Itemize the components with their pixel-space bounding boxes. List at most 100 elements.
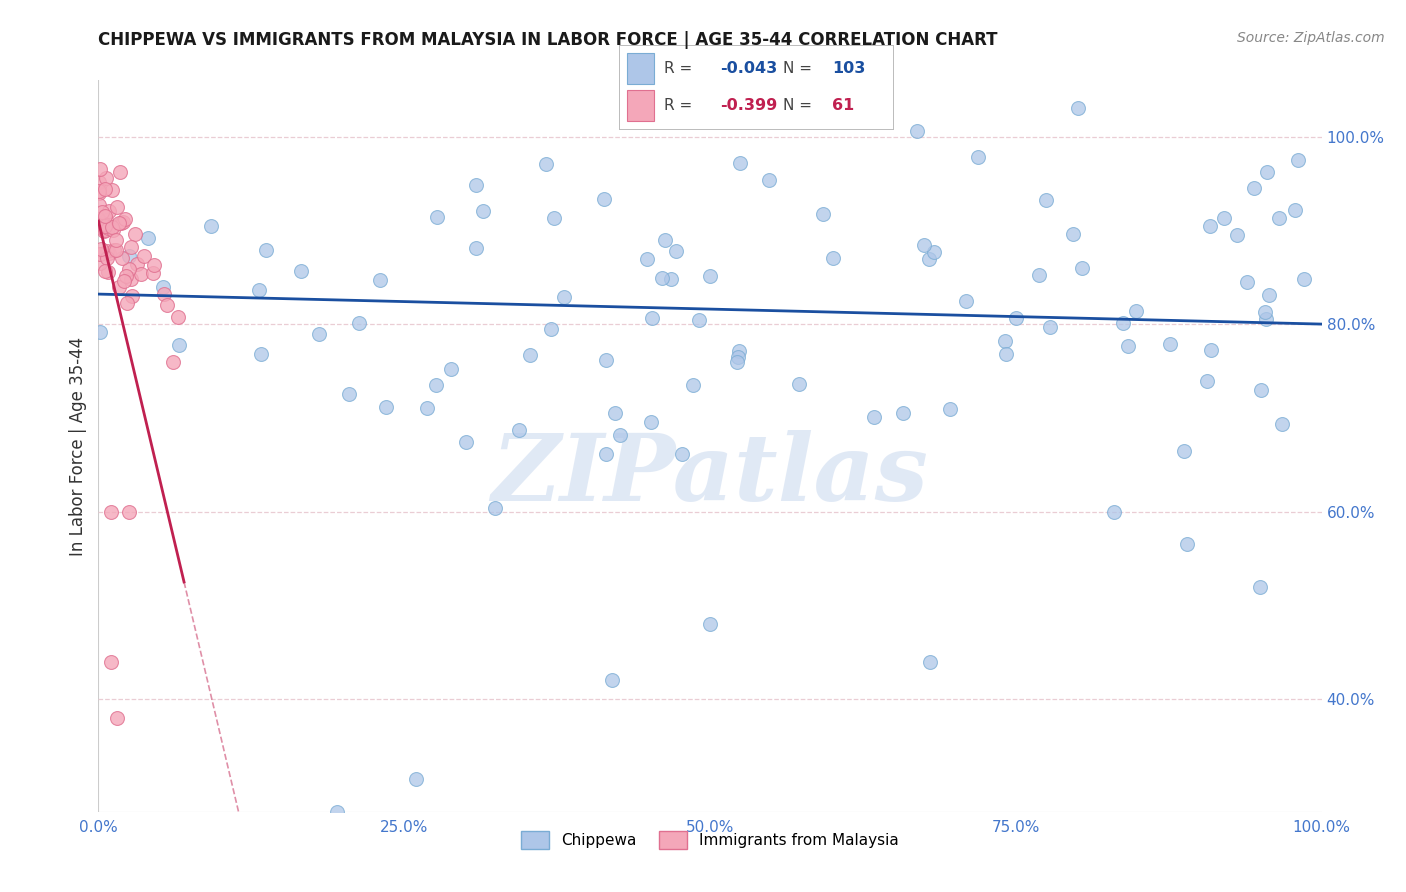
Point bbox=[96, 252, 118, 266]
Point bbox=[152, 279, 174, 293]
Point bbox=[813, 207, 835, 221]
Point bbox=[115, 296, 138, 310]
Text: 61: 61 bbox=[832, 98, 855, 113]
Point bbox=[1284, 202, 1306, 217]
Text: ZIPatlas: ZIPatlas bbox=[492, 430, 928, 520]
Point bbox=[100, 655, 122, 669]
Point bbox=[290, 264, 312, 278]
Point bbox=[89, 247, 111, 261]
Point bbox=[108, 280, 131, 294]
Point bbox=[484, 501, 506, 516]
Point bbox=[97, 221, 120, 235]
Point bbox=[111, 251, 134, 265]
Point bbox=[167, 337, 190, 351]
Point bbox=[101, 223, 124, 237]
Text: 103: 103 bbox=[832, 61, 866, 76]
Point bbox=[1286, 153, 1309, 167]
Point bbox=[1035, 194, 1057, 208]
Point bbox=[200, 219, 222, 233]
Point bbox=[368, 273, 391, 287]
Point bbox=[100, 505, 122, 519]
Point bbox=[727, 350, 749, 364]
Point bbox=[94, 171, 117, 186]
Point bbox=[100, 183, 122, 197]
Point bbox=[94, 181, 117, 195]
Point bbox=[1005, 310, 1028, 325]
Point bbox=[595, 447, 617, 461]
Point bbox=[103, 244, 125, 258]
Point bbox=[156, 298, 179, 312]
Point bbox=[725, 355, 748, 369]
Point bbox=[600, 673, 623, 688]
Point bbox=[609, 428, 631, 442]
Point bbox=[115, 269, 138, 284]
Text: Source: ZipAtlas.com: Source: ZipAtlas.com bbox=[1237, 31, 1385, 45]
FancyBboxPatch shape bbox=[627, 54, 654, 84]
Point bbox=[166, 310, 188, 324]
Point bbox=[727, 344, 749, 359]
Point bbox=[136, 231, 159, 245]
Point bbox=[1226, 228, 1249, 243]
Point bbox=[454, 435, 477, 450]
Point bbox=[912, 237, 935, 252]
Text: R =: R = bbox=[664, 98, 692, 113]
Point bbox=[93, 224, 115, 238]
Point bbox=[96, 244, 118, 259]
Point bbox=[640, 415, 662, 429]
Point bbox=[1070, 261, 1092, 276]
Point bbox=[1294, 272, 1316, 286]
Point bbox=[90, 243, 112, 257]
Point bbox=[863, 409, 886, 424]
Text: CHIPPEWA VS IMMIGRANTS FROM MALAYSIA IN LABOR FORCE | AGE 35-44 CORRELATION CHAR: CHIPPEWA VS IMMIGRANTS FROM MALAYSIA IN … bbox=[98, 31, 998, 49]
Point bbox=[939, 402, 962, 417]
Point bbox=[1116, 339, 1139, 353]
Point bbox=[97, 246, 120, 260]
Point bbox=[1250, 383, 1272, 397]
Point bbox=[426, 210, 449, 224]
Text: N =: N = bbox=[783, 98, 813, 113]
Point bbox=[89, 256, 111, 270]
Point bbox=[1256, 165, 1278, 179]
Text: -0.399: -0.399 bbox=[720, 98, 778, 113]
Point bbox=[308, 327, 330, 342]
Point bbox=[405, 772, 427, 786]
Point bbox=[728, 156, 751, 170]
Point bbox=[787, 377, 810, 392]
Point bbox=[955, 294, 977, 309]
Point bbox=[994, 334, 1017, 348]
Point bbox=[142, 258, 165, 272]
FancyBboxPatch shape bbox=[627, 90, 654, 120]
Point bbox=[247, 283, 270, 297]
Point bbox=[101, 219, 124, 234]
Point bbox=[110, 165, 132, 179]
Point bbox=[465, 178, 488, 192]
Point bbox=[375, 400, 398, 414]
Point bbox=[1258, 288, 1281, 302]
Point bbox=[118, 249, 141, 263]
Point bbox=[699, 617, 721, 632]
Point bbox=[1268, 211, 1291, 226]
Point bbox=[1199, 343, 1222, 357]
Point bbox=[114, 211, 136, 226]
Point bbox=[132, 249, 155, 263]
Point bbox=[1102, 505, 1125, 519]
Point bbox=[105, 711, 128, 725]
Text: R =: R = bbox=[664, 61, 692, 76]
Point bbox=[120, 272, 142, 286]
Point bbox=[142, 266, 165, 280]
Point bbox=[118, 505, 141, 519]
Point bbox=[104, 244, 127, 258]
Point bbox=[326, 805, 349, 819]
Point bbox=[110, 216, 132, 230]
Point bbox=[508, 423, 530, 437]
Point bbox=[121, 289, 143, 303]
Point bbox=[416, 401, 439, 415]
Point bbox=[967, 149, 990, 163]
Point bbox=[93, 219, 115, 234]
Point bbox=[1066, 102, 1088, 116]
Point bbox=[1254, 305, 1277, 319]
Point bbox=[97, 265, 120, 279]
Point bbox=[595, 352, 617, 367]
Point bbox=[654, 234, 676, 248]
Point bbox=[1062, 227, 1084, 242]
